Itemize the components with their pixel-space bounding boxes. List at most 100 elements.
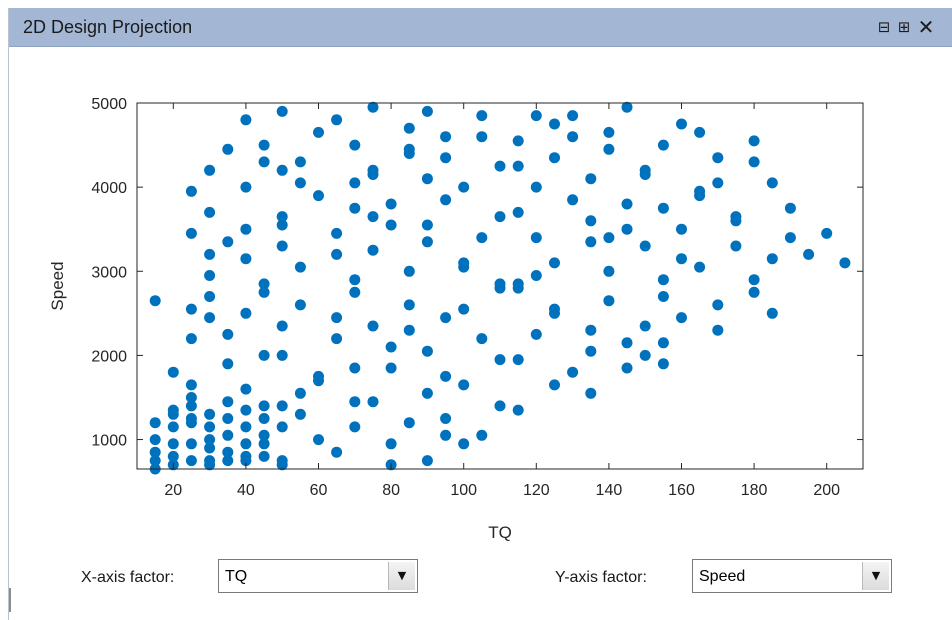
- data-point: [349, 362, 361, 374]
- data-point: [331, 446, 343, 458]
- data-point: [639, 320, 651, 332]
- data-point: [440, 194, 452, 206]
- data-point: [748, 286, 760, 298]
- data-point: [149, 417, 161, 429]
- data-point: [549, 118, 560, 130]
- data-point: [385, 198, 397, 210]
- data-point: [585, 387, 597, 399]
- close-icon[interactable]: ✕: [917, 15, 935, 39]
- data-point: [712, 324, 724, 336]
- data-point: [167, 421, 179, 433]
- data-point: [385, 341, 397, 353]
- design-projection-window: 2D Design Projection ⊟ ⊞ ✕: [8, 8, 952, 620]
- data-point: [349, 177, 361, 189]
- data-point: [167, 408, 179, 420]
- data-point: [222, 328, 234, 340]
- data-point: [349, 286, 361, 298]
- dock-icon[interactable]: ⊞: [897, 18, 911, 36]
- data-point: [294, 156, 306, 168]
- data-point: [349, 421, 361, 433]
- data-point: [294, 387, 306, 399]
- undock-icon[interactable]: ⊟: [877, 18, 891, 36]
- data-point: [385, 362, 397, 374]
- x-tick-label: 40: [237, 482, 255, 499]
- data-point: [149, 434, 161, 446]
- data-point: [694, 126, 706, 138]
- data-point: [440, 413, 452, 424]
- data-point: [512, 135, 524, 147]
- chevron-down-icon[interactable]: ▼: [388, 562, 415, 590]
- data-point: [403, 265, 415, 277]
- data-point: [240, 181, 252, 193]
- data-point: [222, 429, 234, 441]
- x-tick-label: 120: [523, 482, 550, 499]
- chevron-down-icon[interactable]: ▼: [862, 562, 889, 590]
- plot-frame: [136, 102, 864, 470]
- data-point: [313, 375, 324, 387]
- data-point: [676, 223, 687, 235]
- data-point: [167, 366, 179, 378]
- x-tick-label: 160: [668, 482, 695, 499]
- data-point: [639, 169, 651, 180]
- data-point: [294, 261, 306, 273]
- data-point: [385, 219, 397, 231]
- data-point: [258, 278, 270, 290]
- data-point: [331, 227, 343, 239]
- y-axis-factor-select[interactable]: Speed ▼: [692, 559, 892, 593]
- x-axis-factor-select[interactable]: TQ ▼: [218, 559, 418, 593]
- data-point: [803, 248, 815, 260]
- title-bar[interactable]: 2D Design Projection ⊟ ⊞ ✕: [9, 8, 952, 47]
- y-axis-factor-value: Speed: [699, 568, 746, 585]
- data-point: [240, 223, 252, 235]
- x-axis-label: TQ: [488, 523, 512, 542]
- data-point: [476, 429, 488, 441]
- data-point: [549, 379, 560, 391]
- data-point: [149, 455, 161, 467]
- data-point: [476, 110, 488, 122]
- data-point: [367, 320, 379, 332]
- data-point: [185, 185, 197, 197]
- data-point: [549, 257, 560, 269]
- data-point: [603, 265, 615, 277]
- data-point: [621, 101, 633, 113]
- data-point: [258, 400, 270, 412]
- data-point: [567, 131, 579, 143]
- data-point: [585, 173, 597, 185]
- data-point: [458, 438, 470, 450]
- data-point: [512, 354, 524, 366]
- data-point: [712, 299, 724, 311]
- data-point: [530, 181, 542, 193]
- data-point: [367, 169, 379, 180]
- data-point: [204, 248, 216, 260]
- data-point: [657, 358, 669, 370]
- data-point: [784, 202, 796, 214]
- data-point: [512, 282, 524, 294]
- data-point: [440, 152, 452, 164]
- y-tick-label: 5000: [91, 96, 127, 113]
- data-point: [276, 240, 288, 252]
- data-point: [549, 307, 560, 319]
- data-point: [149, 295, 161, 307]
- data-point: [603, 295, 615, 307]
- data-point: [240, 253, 252, 265]
- data-point: [621, 362, 633, 374]
- data-point: [185, 455, 197, 467]
- data-point: [276, 105, 288, 117]
- data-point: [585, 236, 597, 248]
- data-point: [240, 438, 252, 450]
- data-point: [276, 421, 288, 433]
- data-point: [385, 438, 397, 450]
- data-point: [204, 434, 216, 446]
- data-point: [185, 303, 197, 315]
- data-point: [185, 438, 197, 450]
- data-point: [730, 240, 742, 252]
- data-point: [258, 156, 270, 168]
- data-point: [222, 413, 234, 424]
- data-point: [204, 421, 216, 433]
- data-point: [730, 215, 742, 227]
- data-point: [276, 320, 288, 332]
- data-point: [276, 219, 288, 231]
- data-point: [585, 215, 597, 227]
- data-point: [421, 105, 433, 117]
